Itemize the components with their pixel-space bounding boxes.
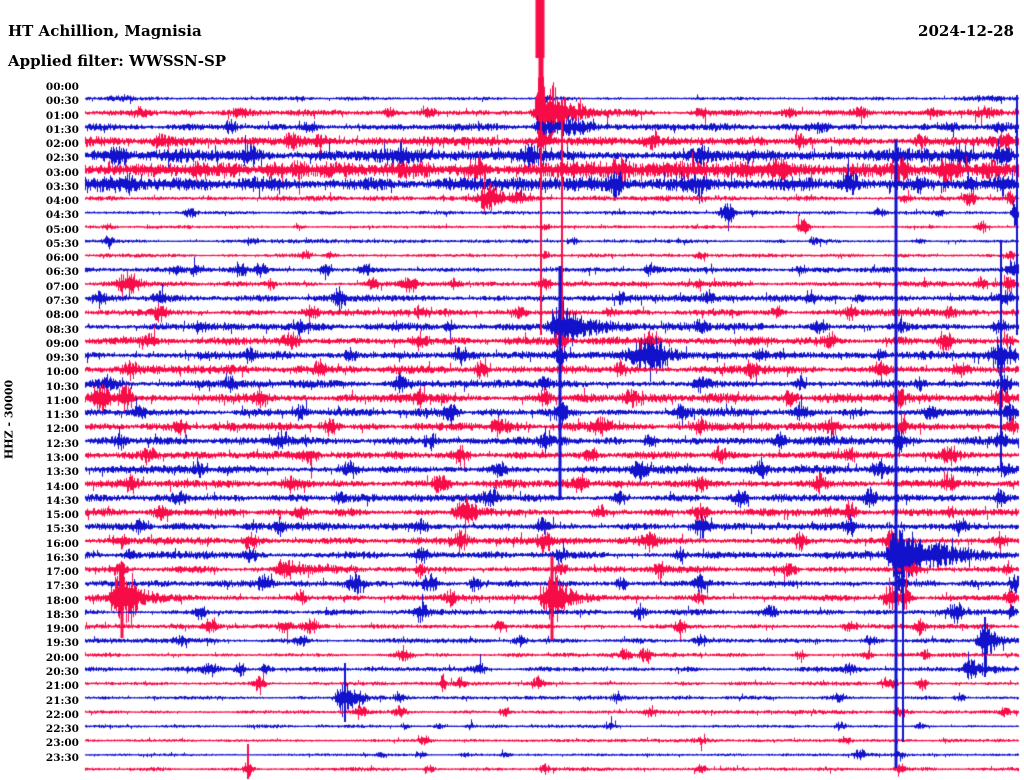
time-tick-label: 01:00 xyxy=(45,109,79,122)
time-tick-label: 21:30 xyxy=(45,694,79,707)
time-tick-label: 15:00 xyxy=(45,509,79,522)
time-tick-label: 11:00 xyxy=(45,394,79,407)
time-tick-label: 10:00 xyxy=(45,366,79,379)
time-tick-label: 16:30 xyxy=(45,551,79,564)
time-tick-label: 12:30 xyxy=(45,437,79,450)
time-tick-label: 09:00 xyxy=(45,337,79,350)
time-tick-label: 00:30 xyxy=(45,95,79,108)
station-title: HT Achillion, Magnisia xyxy=(8,22,202,40)
time-tick-label: 03:30 xyxy=(45,180,79,193)
time-tick-label: 03:00 xyxy=(45,166,79,179)
time-tick-label: 06:30 xyxy=(45,266,79,279)
time-tick-label: 05:30 xyxy=(45,237,79,250)
time-tick-label: 08:00 xyxy=(45,309,79,322)
time-tick-label: 15:30 xyxy=(45,523,79,536)
time-tick-label: 20:30 xyxy=(45,665,79,678)
time-tick-label: 19:00 xyxy=(45,623,79,636)
time-tick-label: 05:00 xyxy=(45,223,79,236)
time-tick-label: 14:00 xyxy=(45,480,79,493)
time-tick-label: 11:30 xyxy=(45,409,79,422)
time-tick-label: 06:00 xyxy=(45,252,79,265)
time-tick-label: 19:30 xyxy=(45,637,79,650)
time-tick-label: 12:00 xyxy=(45,423,79,436)
time-tick-label: 07:30 xyxy=(45,295,79,308)
time-tick-label: 04:30 xyxy=(45,209,79,222)
time-tick-label: 23:00 xyxy=(45,737,79,750)
time-tick-label: 21:00 xyxy=(45,680,79,693)
time-tick-label: 20:00 xyxy=(45,651,79,664)
time-tick-label: 07:00 xyxy=(45,280,79,293)
time-tick-label: 17:30 xyxy=(45,580,79,593)
time-tick-label: 23:30 xyxy=(45,751,79,764)
time-tick-label: 18:00 xyxy=(45,594,79,607)
time-tick-label: 08:30 xyxy=(45,323,79,336)
time-tick-label: 09:30 xyxy=(45,352,79,365)
time-tick-label: 01:30 xyxy=(45,123,79,136)
time-tick-label: 17:00 xyxy=(45,566,79,579)
time-tick-label: 22:00 xyxy=(45,708,79,721)
time-tick-label: 04:00 xyxy=(45,195,79,208)
applied-filter-label: Applied filter: WWSSN-SP xyxy=(8,52,227,70)
date-label: 2024-12-28 xyxy=(918,22,1014,40)
time-tick-label: 02:00 xyxy=(45,138,79,151)
time-tick-label: 18:30 xyxy=(45,608,79,621)
time-tick-label: 02:30 xyxy=(45,152,79,165)
time-tick-label: 13:00 xyxy=(45,451,79,464)
time-tick-label: 16:00 xyxy=(45,537,79,550)
time-tick-label: 00:00 xyxy=(45,81,79,93)
time-tick-label: 14:30 xyxy=(45,494,79,507)
time-tick-label: 10:30 xyxy=(45,380,79,393)
time-tick-label: 13:30 xyxy=(45,466,79,479)
time-tick-label: 22:30 xyxy=(45,723,79,736)
